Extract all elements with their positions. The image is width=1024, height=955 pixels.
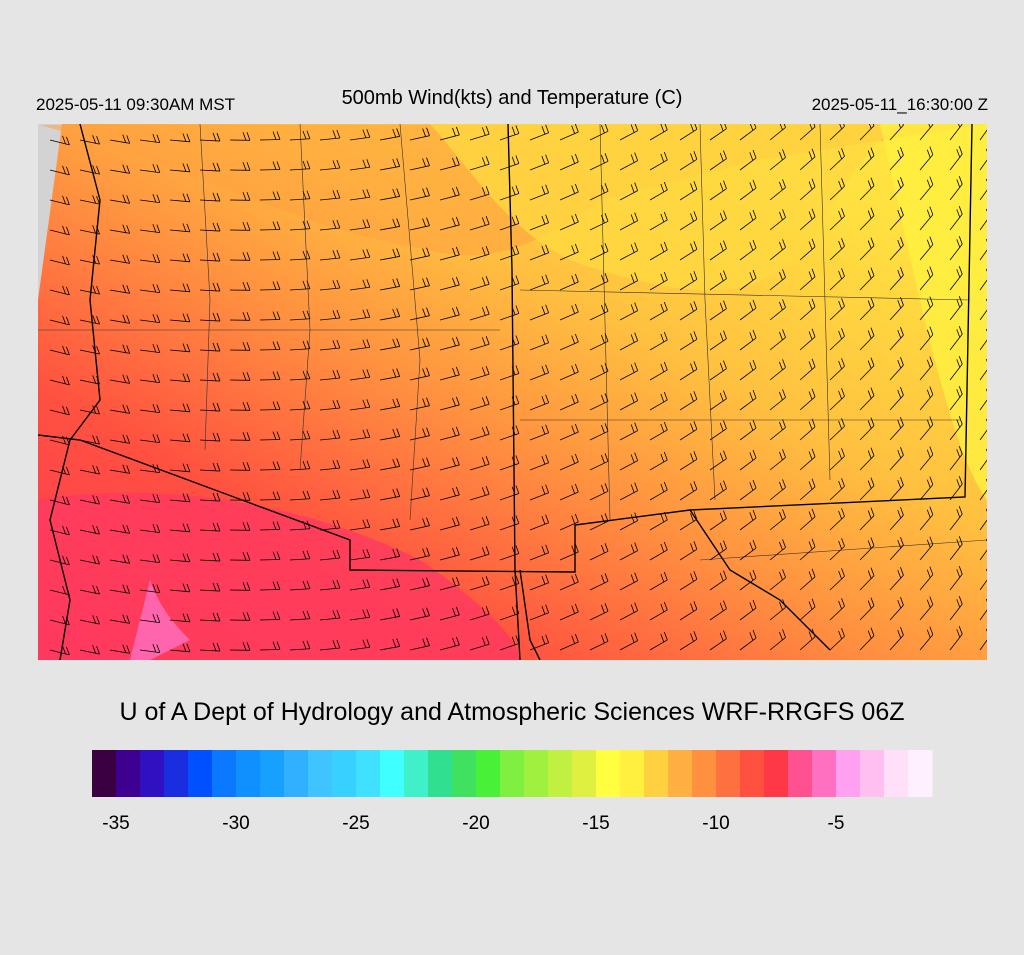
- barb-flag: [989, 596, 992, 604]
- colorbar-tick-label: -10: [702, 813, 729, 834]
- barb-flag: [989, 386, 992, 394]
- colorbar-swatch: [140, 750, 165, 797]
- colorbar-swatch: [692, 750, 717, 797]
- colorbar-swatch: [116, 750, 141, 797]
- colorbar-swatch: [356, 750, 381, 797]
- map: [38, 116, 992, 660]
- utc-time: 2025-05-11_16:30:00 Z: [812, 95, 988, 114]
- barb-flag: [989, 566, 992, 574]
- colorbar-swatch: [836, 750, 861, 797]
- colorbar-swatch: [524, 750, 549, 797]
- colorbar-swatch: [452, 750, 477, 797]
- barb-flag: [989, 236, 992, 244]
- colorbar-swatch: [716, 750, 741, 797]
- colorbar-swatch: [812, 750, 837, 797]
- colorbar-swatch: [860, 750, 885, 797]
- colorbar-tick-label: -20: [462, 813, 489, 834]
- barb-flag: [989, 326, 992, 334]
- colorbar-swatch: [548, 750, 573, 797]
- colorbar-swatch: [476, 750, 501, 797]
- barb-flag: [989, 536, 992, 544]
- colorbar-swatch: [164, 750, 189, 797]
- barb-flag: [989, 206, 992, 214]
- barb-flag: [930, 117, 933, 125]
- map-title: 500mb Wind(kts) and Temperature (C): [342, 87, 683, 109]
- barb-flag: [989, 476, 992, 484]
- colorbar-swatch: [740, 750, 765, 797]
- barb-flag: [989, 506, 992, 514]
- colorbar-tick-label: -15: [582, 813, 609, 834]
- colorbar-swatch: [404, 750, 429, 797]
- colorbar-swatch: [668, 750, 693, 797]
- local-time: 2025-05-11 09:30AM MST: [36, 95, 235, 114]
- colorbar-tick-label: -5: [828, 813, 845, 834]
- colorbar-swatch: [260, 750, 285, 797]
- colorbar-swatch: [500, 750, 525, 797]
- colorbar-swatch: [572, 750, 597, 797]
- colorbar-tick-label: -30: [222, 813, 249, 834]
- colorbar-swatch: [380, 750, 405, 797]
- colorbar-swatch: [620, 750, 645, 797]
- barb-flag: [989, 626, 992, 634]
- barb-flag: [989, 116, 992, 124]
- colorbar-swatch: [764, 750, 789, 797]
- credit: U of A Dept of Hydrology and Atmospheric…: [119, 698, 904, 726]
- barb-flag: [989, 266, 992, 274]
- barb-flag: [989, 146, 992, 154]
- colorbar-swatch: [308, 750, 333, 797]
- colorbar-swatch: [428, 750, 453, 797]
- colorbar-swatch: [332, 750, 357, 797]
- barb-flag: [989, 446, 992, 454]
- colorbar: -35 -30 -25 -20 -15 -10 -5: [92, 750, 933, 834]
- colorbar-swatch: [188, 750, 213, 797]
- colorbar-swatch: [212, 750, 237, 797]
- barb-flag: [959, 116, 962, 124]
- barb-flag: [989, 356, 992, 364]
- colorbar-swatch: [596, 750, 621, 797]
- colorbar-swatch: [788, 750, 813, 797]
- colorbar-swatch: [908, 750, 933, 797]
- barb-flag: [900, 117, 903, 125]
- colorbar-swatch: [284, 750, 309, 797]
- colorbar-swatch: [236, 750, 261, 797]
- colorbar-swatch: [644, 750, 669, 797]
- colorbar-tick-label: -25: [342, 813, 369, 834]
- colorbar-swatch: [884, 750, 909, 797]
- barb-flag: [989, 176, 992, 184]
- barb-flag: [989, 416, 992, 424]
- colorbar-tick-label: -35: [102, 813, 129, 834]
- colorbar-swatch: [92, 750, 117, 797]
- barb-flag: [989, 296, 992, 304]
